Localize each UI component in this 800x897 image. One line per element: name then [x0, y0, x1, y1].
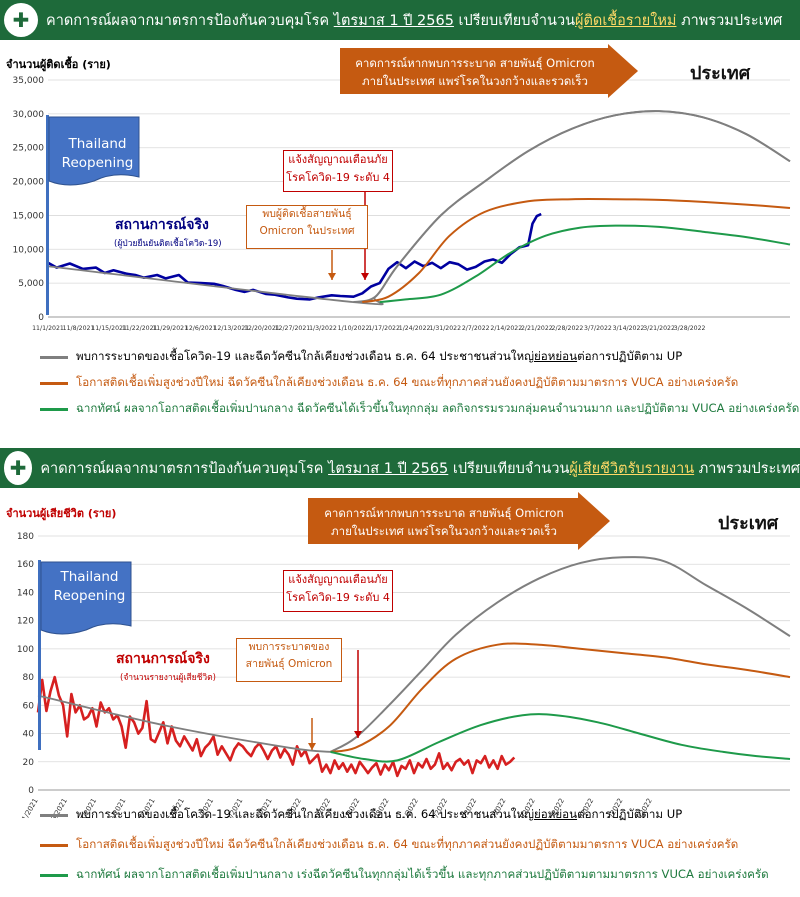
- flag-pole-icon: [38, 560, 132, 750]
- y-tick-label: 10,000: [13, 245, 45, 255]
- moph-logo-icon: ✚: [4, 451, 33, 485]
- x-tick-label: 3/14/2022: [613, 325, 645, 332]
- y-tick-label: 100: [17, 645, 34, 655]
- moph-logo-icon: ✚: [4, 3, 38, 37]
- y-tick-label: 5,000: [18, 279, 44, 289]
- legend-item-lax: พบการระบาดของเชื้อโควิด-19 และฉีดวัคซีนใ…: [40, 800, 769, 830]
- series-scenario-vuca: [362, 197, 791, 304]
- flag-label: Thailand Reopening: [61, 136, 134, 171]
- x-tick-label: 3/7/2022: [584, 325, 612, 332]
- y-axis-title: จำนวนผู้ติดเชื้อ (ราย): [6, 58, 111, 71]
- legend-item-green: ฉากทัศน์ ผลจากโอกาสติดเชื้อเพิ่มปานกลาง …: [40, 860, 769, 890]
- series-scenario-vuca: [330, 642, 791, 753]
- series-scenario-lax: [329, 556, 791, 753]
- country-label: ประเทศ: [690, 63, 751, 84]
- x-tick-label: 1/3/2022: [309, 325, 337, 332]
- x-tick-label: 2/7/2022: [462, 325, 490, 332]
- y-tick-label: 0: [28, 786, 34, 796]
- y-axis-title: จำนวนผู้เสียชีวิต (ราย): [6, 507, 117, 520]
- legend-item-green: ฉากทัศน์ ผลจากโอกาสติดเชื้อเพิ่มปานกลาง …: [40, 396, 799, 422]
- legend: พบการระบาดของเชื้อโควิด-19 และฉีดวัคซีนใ…: [40, 800, 769, 890]
- forecast-line-1: คาดการณ์หากพบการระบาด สายพันธุ์ Omicron: [355, 56, 595, 70]
- legend-item-vuca: โอกาสติดเชื้อเพิ่มสูงช่วงปีใหม่ ฉีดวัคซี…: [40, 830, 769, 860]
- forecast-line-1: คาดการณ์หากพบการระบาด สายพันธุ์ Omicron: [324, 506, 564, 520]
- x-tick-label: 11/8/2021: [63, 325, 95, 332]
- x-tick-label: 12/20/2021: [244, 325, 280, 332]
- omicron-note: พบการระบาดของ สายพันธุ์ Omicron: [236, 638, 342, 682]
- x-tick-label: 11/1/2021: [32, 325, 64, 332]
- x-tick-label: 1/31/2022: [429, 325, 461, 332]
- forecast-line-2: ภายในประเทศ แพร่โรคในวงกว้างและรวดเร็ว: [362, 74, 588, 88]
- legend: พบการระบาดของเชื้อโควิด-19 และฉีดวัคซีนใ…: [40, 344, 799, 422]
- y-tick-label: 15,000: [13, 211, 45, 221]
- series-actual: [47, 212, 542, 301]
- actual-subtitle: (จำนวนรายงานผู้เสียชีวิต): [120, 673, 216, 683]
- warning-box: แจ้งสัญญาณเตือนภัย โรคโควิด-19 ระดับ 4: [283, 570, 393, 612]
- x-tick-label: 2/14/2022: [490, 325, 522, 332]
- y-tick-label: 35,000: [13, 76, 45, 86]
- omicron-note: พบผู้ติดเชื้อสายพันธุ์ Omicron ในประเทศ: [246, 205, 368, 249]
- country-label: ประเทศ: [718, 513, 779, 534]
- x-tick-label: 1/17/2022: [368, 325, 400, 332]
- banner-title: คาดการณ์ผลจากมาตรการป้องกันควบคุมโรค ไตร…: [40, 460, 800, 477]
- forecast-line-2: ภายในประเทศ แพร่โรคในวงกว้างและรวดเร็ว: [331, 524, 557, 538]
- death-panel: ✚ คาดการณ์ผลจากมาตรการป้องกันควบคุมโรค ไ…: [0, 448, 800, 897]
- y-tick-label: 180: [17, 532, 34, 542]
- forecast-arrow: คาดการณ์หากพบการระบาด สายพันธุ์ Omicron …: [340, 48, 610, 94]
- flag-pole-icon: [46, 115, 140, 315]
- legend-item-lax: พบการระบาดของเชื้อโควิด-19 และฉีดวัคซีนใ…: [40, 344, 799, 370]
- x-tick-label: 12/6/2021: [185, 325, 217, 332]
- x-tick-label: 11/29/2021: [152, 325, 188, 332]
- annotation-arrow-head: [328, 273, 336, 280]
- forecast-arrow-head: [578, 492, 610, 550]
- x-tick-label: 2/21/2022: [521, 325, 553, 332]
- y-tick-label: 160: [17, 560, 34, 570]
- x-tick-label: 12/13/2021: [213, 325, 249, 332]
- banner: ✚ คาดการณ์ผลจากมาตรการป้องกันควบคุมโรค ไ…: [0, 448, 800, 488]
- banner-title: คาดการณ์ผลจากมาตรการป้องกันควบคุมโรค ไตร…: [46, 12, 783, 29]
- infection-chart: 0 5,000 10,000 15,000 20,000 25,000 30,000 35,0…: [13, 76, 791, 332]
- series-scenario-lax: [353, 110, 791, 304]
- y-tick-label: 20,000: [13, 178, 45, 188]
- y-tick-label: 25,000: [13, 144, 45, 154]
- annotation-arrow-head: [354, 731, 362, 738]
- y-tick-label: 20: [23, 758, 35, 768]
- legend-item-vuca: โอกาสติดเชื้อเพิ่มสูงช่วงปีใหม่ ฉีดวัคซี…: [40, 370, 799, 396]
- series-scenario-green: [379, 224, 791, 304]
- y-tick-label: 60: [23, 701, 35, 711]
- x-tick-label: 11/15/2021: [91, 325, 127, 332]
- actual-title: สถานการณ์จริง: [116, 651, 210, 667]
- x-tick-label: 1/10/2022: [338, 325, 370, 332]
- x-tick-label: 11/22/2021: [122, 325, 158, 332]
- x-tick-label: 11/1/2021: [15, 797, 40, 818]
- annotation-arrow-head: [361, 273, 369, 280]
- x-tick-label: 2/28/2022: [552, 325, 584, 332]
- forecast-arrow-head: [608, 44, 638, 98]
- actual-title: สถานการณ์จริง: [115, 217, 209, 233]
- y-tick-label: 140: [17, 588, 34, 598]
- actual-subtitle: (ผู้ป่วยยืนยันติดเชื้อโควิด-19): [114, 239, 222, 249]
- y-tick-label: 40: [23, 730, 35, 740]
- x-tick-label: 3/28/2022: [674, 325, 706, 332]
- series-scenario-green: [330, 713, 791, 763]
- y-tick-label: 0: [38, 313, 44, 323]
- y-tick-label: 80: [23, 673, 35, 683]
- annotation-arrow-head: [308, 743, 316, 750]
- x-tick-label: 1/24/2022: [399, 325, 431, 332]
- x-tick-label: 12/27/2021: [275, 325, 311, 332]
- warning-box: แจ้งสัญญาณเตือนภัย โรคโควิด-19 ระดับ 4: [283, 150, 393, 192]
- y-tick-label: 120: [17, 617, 34, 627]
- forecast-arrow: คาดการณ์หากพบการระบาด สายพันธุ์ Omicron …: [308, 498, 580, 544]
- banner: ✚ คาดการณ์ผลจากมาตรการป้องกันควบคุมโรค ไ…: [0, 0, 800, 40]
- flag-label: Thailand Reopening: [53, 569, 126, 604]
- y-tick-label: 30,000: [13, 110, 45, 120]
- x-tick-label: 3/21/2022: [643, 325, 675, 332]
- series-trend: [37, 694, 331, 753]
- infection-panel: ✚ คาดการณ์ผลจากมาตรการป้องกันควบคุมโรค ไ…: [0, 0, 800, 448]
